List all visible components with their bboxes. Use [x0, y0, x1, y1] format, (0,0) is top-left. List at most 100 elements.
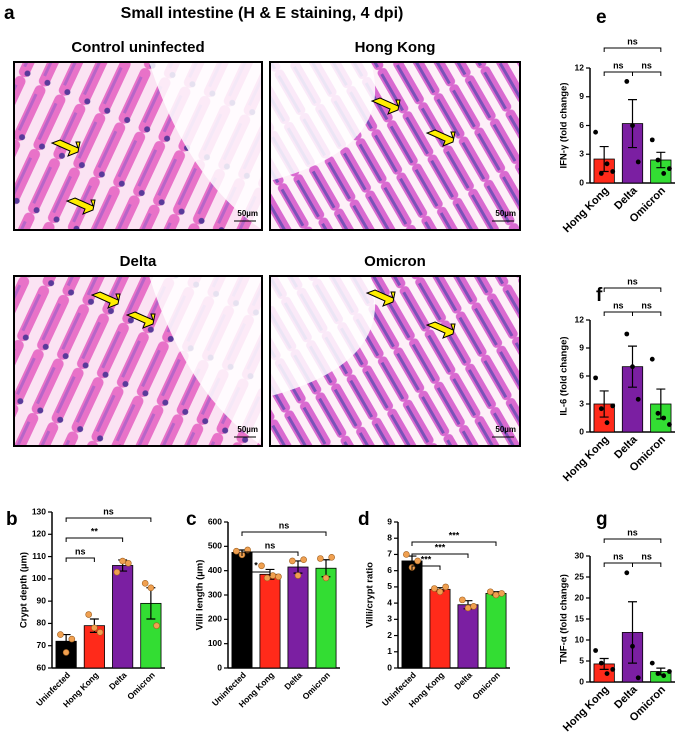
- y-tick-label: 3: [387, 614, 392, 624]
- significance-bracket: [603, 71, 633, 76]
- data-point: [635, 159, 641, 165]
- significance-label: ns: [265, 540, 276, 550]
- significance-bracket: [241, 571, 271, 576]
- y-tick-label: 15: [575, 613, 585, 623]
- data-point: [62, 649, 70, 656]
- y-tick-label: 400: [208, 565, 222, 575]
- y-tick-label: 100: [32, 573, 46, 583]
- y-tick-label: 0: [579, 426, 584, 436]
- significance-label: ns: [103, 506, 114, 516]
- error-bar: [656, 151, 666, 169]
- y-tick-label: 5: [387, 581, 392, 591]
- data-point: [630, 364, 635, 370]
- data-point: [624, 570, 630, 576]
- significance-label: ns: [75, 546, 86, 556]
- lumen: [149, 277, 261, 445]
- y-axis-label: TNF-α (fold change): [559, 574, 570, 664]
- y-tick-label: 6: [387, 565, 392, 575]
- data-point: [459, 596, 466, 604]
- data-point: [649, 660, 655, 666]
- y-tick-label: 0: [217, 662, 222, 672]
- lumen: [149, 63, 261, 229]
- data-point: [667, 166, 672, 172]
- x-tick-label: Delta: [107, 670, 129, 692]
- y-tick-label: 1: [387, 646, 392, 656]
- data-point: [300, 556, 307, 564]
- y-tick-label: 80: [37, 618, 47, 628]
- y-tick-label: 120: [32, 529, 46, 539]
- y-tick-label: 4: [387, 597, 392, 607]
- data-point: [153, 622, 160, 629]
- data-point: [119, 557, 126, 565]
- significance-label: ns: [613, 551, 624, 561]
- panel-label: a: [4, 3, 15, 24]
- x-tick-label: Omicron: [125, 670, 157, 702]
- data-point: [498, 590, 505, 597]
- y-tick-label: 12: [575, 62, 585, 72]
- scale-label: 50µm: [495, 425, 516, 434]
- y-tick-label: 9: [579, 91, 584, 101]
- y-tick-label: 6: [579, 370, 584, 380]
- significance-label: ***: [435, 542, 446, 552]
- panel-label: g: [596, 509, 608, 530]
- significance-bracket: [603, 311, 633, 316]
- y-tick-label: 2: [387, 630, 392, 640]
- y-tick-label: 110: [32, 551, 46, 561]
- data-point: [593, 375, 598, 381]
- y-tick-label: 0: [579, 177, 584, 187]
- significance-label: *: [254, 560, 258, 570]
- data-point: [635, 675, 641, 681]
- significance-bracket: [603, 47, 662, 52]
- data-point: [414, 557, 421, 565]
- data-point: [436, 588, 444, 596]
- significance-label: ns: [627, 527, 638, 537]
- data-point: [661, 171, 667, 176]
- y-tick-label: 9: [579, 342, 584, 352]
- data-point: [604, 671, 610, 676]
- bar: [401, 560, 423, 669]
- significance-bracket: [603, 562, 633, 567]
- significance-bracket: [65, 537, 124, 542]
- data-point: [610, 667, 616, 672]
- x-tick-label: Hong Kong: [561, 434, 611, 484]
- y-axis-label: IL-6 (fold change): [559, 336, 570, 415]
- significance-bracket: [603, 287, 662, 292]
- data-point: [598, 660, 604, 666]
- data-point: [593, 129, 598, 135]
- significance-bracket: [632, 71, 662, 76]
- data-point: [85, 611, 92, 618]
- image-title: Hong Kong: [355, 39, 436, 56]
- data-point: [635, 396, 641, 402]
- significance-bracket: [411, 553, 469, 558]
- data-point: [630, 643, 635, 649]
- data-point: [598, 406, 604, 412]
- y-tick-label: 600: [208, 516, 222, 526]
- x-tick-label: Delta: [282, 670, 304, 692]
- data-point: [322, 574, 330, 582]
- significance-label: ***: [449, 530, 460, 540]
- panel-label: e: [596, 7, 607, 28]
- bar: [485, 592, 507, 669]
- data-point: [141, 580, 149, 587]
- data-point: [464, 604, 472, 612]
- arrow: [50, 139, 81, 157]
- data-point: [113, 568, 121, 576]
- significance-label: ***: [421, 554, 432, 564]
- panel-label: c: [186, 509, 197, 530]
- y-tick-label: 0: [579, 676, 584, 686]
- y-tick-label: 0: [387, 662, 392, 672]
- significance-label: ns: [641, 551, 652, 561]
- data-point: [263, 574, 271, 582]
- bar: [429, 588, 451, 669]
- data-point: [661, 673, 667, 679]
- significance-label: ns: [627, 276, 638, 286]
- x-tick-label: Omicron: [470, 670, 502, 702]
- data-point: [655, 671, 661, 676]
- panel-title: Small intestine (H & E staining, 4 dpi): [121, 5, 404, 22]
- data-point: [269, 572, 277, 579]
- arrow: [425, 129, 456, 147]
- y-tick-label: 10: [575, 634, 585, 644]
- data-point: [667, 669, 672, 674]
- y-tick-label: 60: [37, 662, 47, 672]
